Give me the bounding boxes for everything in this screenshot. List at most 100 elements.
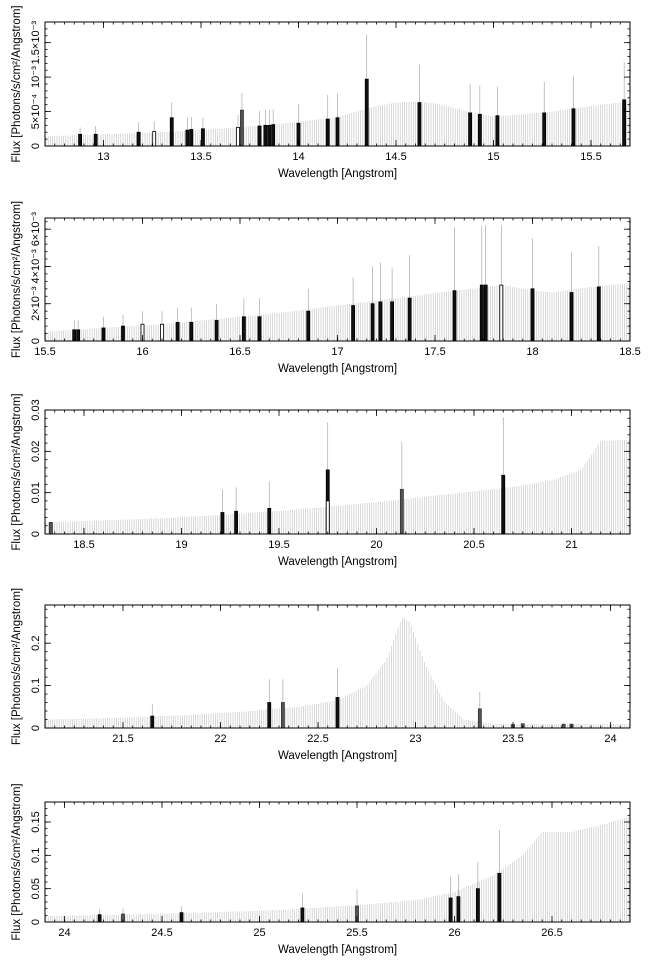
- y-tick-label: 0: [30, 531, 42, 537]
- y-tick-label: 2×10⁻³: [30, 286, 42, 321]
- data-bar: [479, 284, 484, 342]
- data-bins: [150, 667, 574, 729]
- spectrum-panel-4: 21.5 22 22.5 23 23.5 24 0 0.1 0.2 Wavelength [Ang…: [11, 588, 631, 762]
- x-tick-label: 18.5: [73, 539, 94, 551]
- data-bins: [72, 225, 601, 342]
- data-bar: [335, 697, 340, 729]
- y-tick-label: 0: [30, 338, 42, 344]
- data-bar: [185, 129, 190, 147]
- data-bar: [325, 500, 330, 535]
- data-bar: [499, 284, 504, 342]
- y-tick-label: 5×10⁻⁴: [30, 94, 42, 130]
- data-bar: [452, 290, 457, 342]
- x-tick-label: 17: [331, 346, 343, 358]
- x-tick-label: 13.5: [190, 151, 211, 163]
- x-tick-label: 22: [214, 733, 226, 745]
- x-tick-label: 21: [565, 539, 577, 551]
- x-tick-label: 24: [604, 733, 616, 745]
- data-bar: [495, 115, 500, 147]
- data-bar: [267, 124, 272, 147]
- data-bar: [267, 702, 272, 729]
- data-bar: [263, 124, 268, 147]
- data-bins: [78, 34, 627, 147]
- model-spectrum: [45, 816, 630, 922]
- x-tick-label: 23.5: [502, 733, 523, 745]
- x-tick-label: 25: [253, 927, 265, 939]
- data-bins: [97, 830, 502, 923]
- x-tick-label: 14: [292, 151, 304, 163]
- x-tick-label: 23: [409, 733, 421, 745]
- data-bar: [501, 474, 506, 535]
- data-bar: [325, 118, 330, 147]
- x-tick-label: 15: [487, 151, 499, 163]
- y-tick-label: 0: [30, 919, 42, 925]
- x-tick-label: 15.5: [580, 151, 601, 163]
- model-spectrum: [45, 618, 630, 728]
- data-bar: [399, 488, 404, 535]
- y-tick-label: 0.03: [30, 399, 42, 420]
- data-bar: [280, 702, 285, 729]
- plot-frame: [44, 217, 631, 342]
- data-bins: [48, 417, 506, 535]
- data-bar: [300, 907, 305, 923]
- data-bar: [448, 897, 453, 923]
- data-bar: [236, 127, 240, 147]
- data-bar: [48, 522, 53, 535]
- y-tick-label: 4×10⁻³: [30, 249, 42, 284]
- spectrum-panel-3: 18.5 19 19.5 20 20.5 21 0 0.01 0.02 0.03 Wavelengt…: [11, 393, 631, 568]
- data-bar: [468, 112, 473, 147]
- x-tick-label: 15.5: [34, 346, 55, 358]
- y-axis-label: Flux [Photons/s/cm²/Angstrom]: [11, 783, 23, 940]
- x-tick-label: 20.5: [463, 539, 484, 551]
- data-bar: [160, 323, 164, 342]
- data-bar: [390, 301, 395, 342]
- data-bar: [497, 872, 502, 923]
- x-tick-label: 20: [370, 539, 382, 551]
- y-tick-label: 10⁻³: [30, 66, 42, 88]
- y-tick-label: 0.15: [30, 811, 42, 832]
- data-bar: [475, 888, 480, 923]
- data-bar: [76, 329, 81, 342]
- y-tick-label: 1.5×10⁻³: [30, 21, 42, 65]
- x-axis-label: Wavelength [Angstrom]: [278, 168, 397, 180]
- data-bar: [220, 512, 225, 535]
- y-tick-label: 0.2: [30, 636, 42, 651]
- x-tick-label: 21.5: [112, 733, 133, 745]
- data-bar: [571, 108, 576, 147]
- y-tick-label: 0.1: [30, 848, 42, 863]
- x-tick-label: 22.5: [307, 733, 328, 745]
- y-tick-label: 0.05: [30, 878, 42, 899]
- x-tick-label: 24.5: [151, 927, 172, 939]
- data-bar: [351, 305, 356, 342]
- data-bar: [364, 78, 369, 147]
- y-tick-label: 0.02: [30, 441, 42, 462]
- data-bar: [241, 316, 246, 342]
- x-tick-label: 26.5: [541, 927, 562, 939]
- data-bar: [542, 112, 547, 147]
- x-axis-label: Wavelength [Angstrom]: [278, 944, 397, 956]
- data-bar: [169, 117, 174, 147]
- spectrum-panel-2: 15.5 16 16.5 17 17.5 18 18.5 0 2×10⁻³ 4×10⁻³ 6×10⁻…: [11, 201, 641, 375]
- data-bar: [378, 301, 383, 342]
- x-tick-label: 18.5: [619, 346, 640, 358]
- x-tick-label: 26: [448, 927, 460, 939]
- data-bar: [175, 321, 180, 342]
- data-bar: [234, 510, 239, 535]
- model-spectrum: [45, 439, 630, 534]
- y-tick-label: 0.01: [30, 482, 42, 503]
- spectrum-panel-1: 13 13.5 14 14.5 15 15.5 0 5×10⁻⁴ 10⁻³1.5×10⁻³ Wav…: [11, 5, 631, 180]
- x-axis-label: Wavelength [Angstrom]: [278, 750, 397, 762]
- data-bar: [201, 128, 205, 147]
- y-tick-label: 0: [30, 143, 42, 149]
- x-tick-label: 25.5: [346, 927, 367, 939]
- y-tick-label: 6×10⁻³: [30, 212, 42, 247]
- data-bar: [407, 297, 412, 342]
- data-bar: [93, 133, 98, 147]
- data-bar: [189, 321, 194, 342]
- x-tick-label: 17.5: [424, 346, 445, 358]
- y-tick-label: 0.1: [30, 678, 42, 693]
- x-tick-label: 14.5: [385, 151, 406, 163]
- data-bar: [257, 316, 262, 342]
- data-bar: [569, 292, 574, 342]
